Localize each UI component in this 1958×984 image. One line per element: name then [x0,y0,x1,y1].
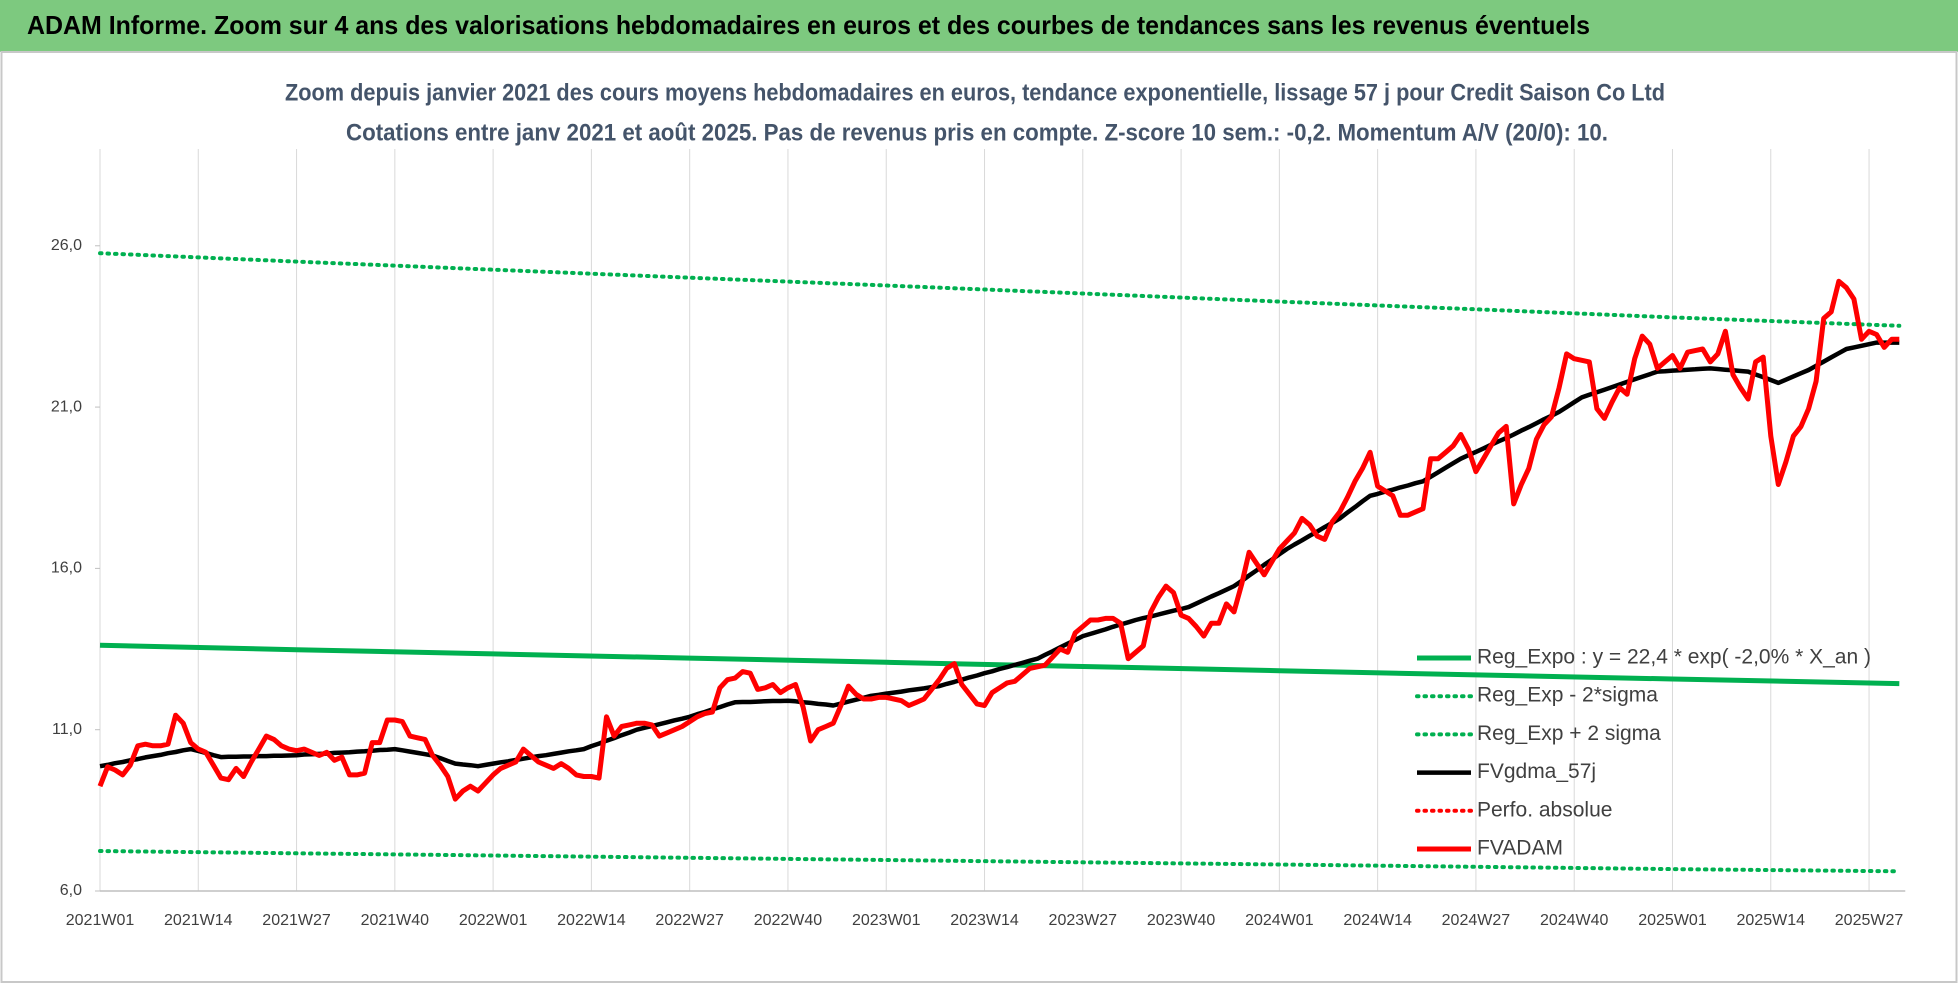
x-tick-label: 2024W14 [1343,912,1412,929]
y-tick-label: 11,0 [52,721,82,738]
legend-label: Reg_Exp - 2*sigma [1477,684,1658,707]
y-tick-label: 21,0 [51,398,82,415]
x-tick-label: 2023W01 [852,912,921,929]
x-tick-label: 2024W01 [1245,912,1314,929]
y-tick-label: 16,0 [51,560,82,577]
x-tick-label: 2022W27 [655,912,724,929]
chart-title: ADAM Informe. Zoom sur 4 ans des valoris… [27,10,1590,40]
x-tick-label: 2024W27 [1442,912,1511,929]
x-tick-label: 2021W01 [66,912,135,929]
legend-label: Reg_Expo : y = 22,4 * exp( -2,0% * X_an … [1477,646,1871,669]
legend-label: Reg_Exp + 2 sigma [1477,722,1661,745]
x-tick-label: 2024W40 [1540,912,1609,929]
y-tick-label: 26,0 [51,237,82,254]
series-line [99,642,1900,687]
x-tick-label: 2025W01 [1638,912,1707,929]
legend-label: FVgdma_57j [1477,760,1596,783]
legend-label: Perfo. absolue [1477,798,1612,821]
frame [0,51,1958,983]
subtitle: Zoom depuis janvier 2021 des cours moyen… [285,79,1665,106]
subtitle: Cotations entre janv 2021 et août 2025. … [346,119,1608,146]
series-line [99,340,1900,769]
series-line [97,278,1900,802]
x-tick-label: 2021W27 [262,912,331,929]
x-tick-label: 2023W14 [950,912,1019,929]
x-tick-label: 2022W40 [754,912,823,929]
x-tick-label: 2021W40 [361,912,430,929]
series-line [98,849,1902,874]
x-tick-label: 2021W14 [164,912,233,929]
x-tick-label: 2025W14 [1737,912,1806,929]
x-tick-label: 2022W14 [557,912,626,929]
series-line [98,251,1902,328]
x-tick-label: 2023W40 [1147,912,1216,929]
legend-label: FVADAM [1477,837,1563,860]
x-tick-label: 2023W27 [1049,912,1118,929]
title-banner [0,0,1958,52]
x-tick-label: 2022W01 [459,912,528,929]
x-tick-label: 2025W27 [1835,912,1904,929]
y-tick-label: 6,0 [60,882,82,899]
